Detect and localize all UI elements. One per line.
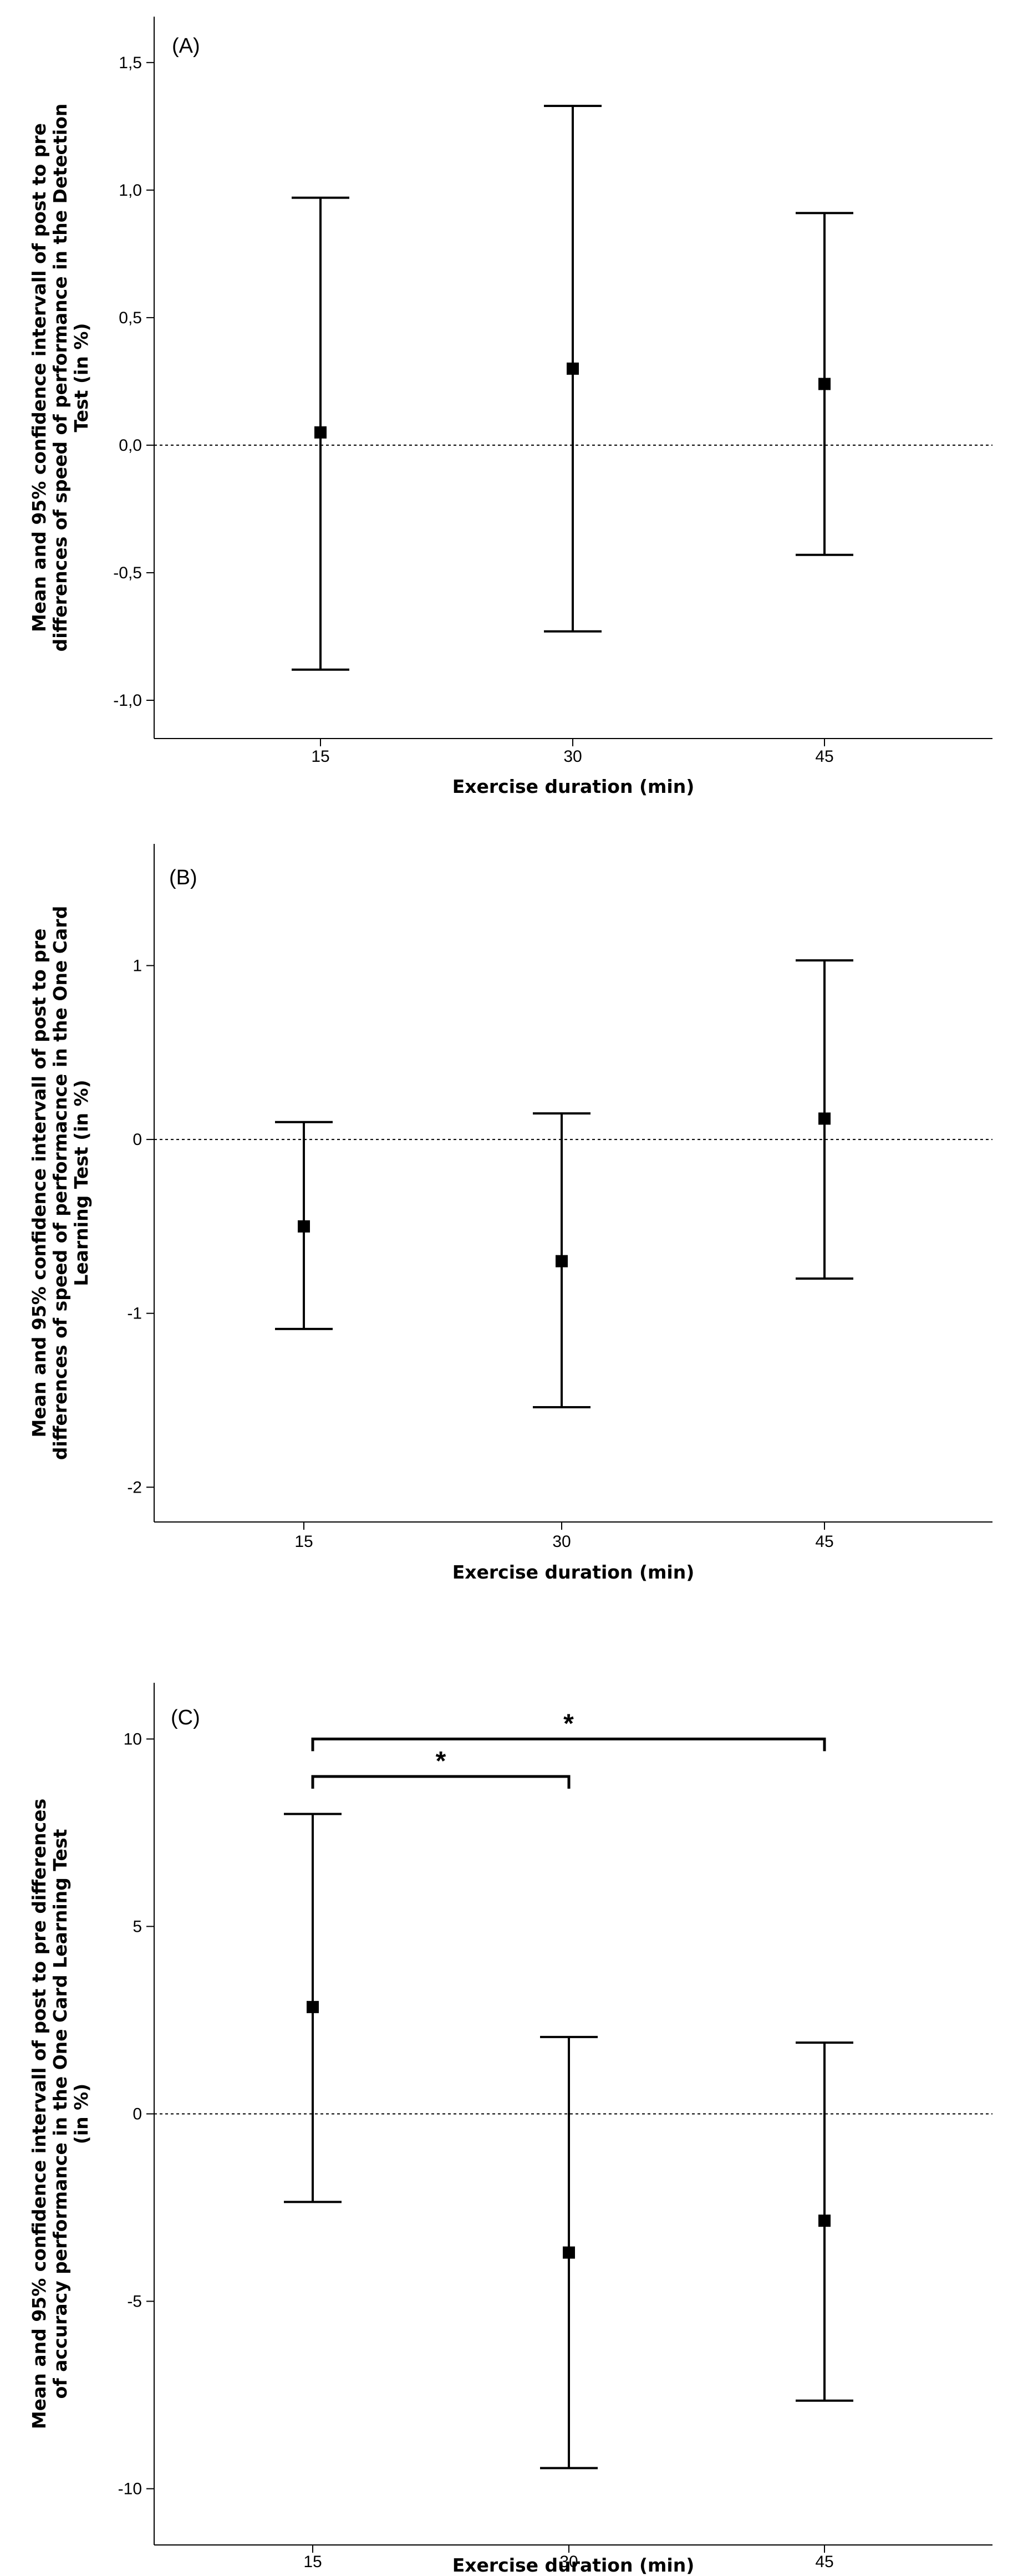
chart-panel-2: -2 -1 0 1 15 30 45 (B) Exercise duration (min) Me… [28, 844, 992, 1583]
y-tick-label: 0,5 [119, 309, 142, 327]
y-axis-title-line: Test (in %) [70, 323, 92, 432]
y-tick-label: 1 [133, 957, 142, 975]
mean-marker-15 [307, 2000, 319, 2013]
y-tick-label: 0,0 [119, 436, 142, 455]
y-tick-label: -0,5 [113, 564, 142, 582]
y-axis-title: Mean and 95% confidence intervall of pos… [28, 1799, 92, 2429]
y-axis-title-line: differences of speed of performance in t… [49, 104, 71, 652]
x-axis-title: Exercise duration (min) [452, 2554, 695, 2576]
significance-bracket-15-45 [311, 1737, 826, 1752]
x-tick-label: 45 [815, 747, 833, 766]
x-tick-label: 15 [303, 2553, 322, 2571]
y-tick-label: 0 [133, 2105, 142, 2124]
y-tick-label: 1,5 [119, 54, 142, 72]
y-tick-label: 1,0 [119, 181, 142, 200]
significance-star: * [436, 1747, 446, 1776]
x-axis-title: Exercise duration (min) [452, 1561, 695, 1583]
mean-marker-30 [556, 1255, 568, 1267]
y-axis-title-line: Mean and 95% confidence intervall of pos… [28, 929, 50, 1438]
y-axis-title-line: Mean and 95% confidence intervall of pos… [28, 1799, 50, 2429]
x-tick-label: 30 [563, 747, 582, 766]
significance-bracket-15-30 [311, 1775, 571, 1789]
y-tick-label: -5 [127, 2293, 142, 2311]
y-tick-label: -10 [118, 2480, 142, 2498]
y-axis-title: Mean and 95% confidence intervall of pos… [28, 104, 92, 652]
mean-marker-45 [818, 1112, 831, 1125]
x-tick-label: 45 [815, 2553, 833, 2571]
y-tick-label: 0 [133, 1131, 142, 1149]
y-axis-title-line: (in %) [70, 2084, 92, 2145]
mean-marker-30 [567, 362, 579, 375]
mean-marker-15 [314, 426, 327, 439]
panel-label: (B) [169, 866, 197, 889]
mean-marker-45 [818, 2214, 831, 2227]
chart-panel-3: -10 -5 0 5 10 15 30 45 * * (C) Exercise duration (m… [28, 1683, 992, 2576]
y-axis-title-line: differences of speed of performacnce in … [49, 906, 71, 1460]
panel-label: (C) [171, 1706, 200, 1729]
y-tick-label: 5 [133, 1917, 142, 1936]
x-tick-label: 45 [815, 1533, 833, 1551]
x-tick-label: 15 [294, 1533, 313, 1551]
y-axis-title-line: of accuracy performance in the One Card … [49, 1829, 71, 2399]
x-tick-label: 30 [559, 2553, 578, 2571]
y-tick-label: -1,0 [113, 691, 142, 710]
panel-label: (A) [172, 34, 200, 58]
y-tick-label: -1 [127, 1305, 142, 1323]
y-tick-label: 10 [124, 1730, 142, 1748]
x-tick-label: 30 [552, 1533, 571, 1551]
x-tick-label: 15 [311, 747, 329, 766]
mean-marker-15 [298, 1220, 310, 1233]
y-axis-title: Mean and 95% confidence intervall of pos… [28, 906, 92, 1460]
significance-star: * [563, 1709, 574, 1738]
x-axis-title: Exercise duration (min) [452, 776, 695, 797]
mean-marker-45 [818, 378, 831, 390]
chart-panel-1: -1,0 -0,5 0,0 0,5 1,0 1,5 15 30 45 (A) Exercise du… [28, 17, 992, 797]
y-axis-title-line: Learning Test (in %) [70, 1080, 92, 1286]
y-axis-title-line: Mean and 95% confidence intervall of pos… [28, 123, 50, 632]
mean-marker-30 [563, 2246, 575, 2259]
y-tick-label: -2 [127, 1478, 142, 1496]
